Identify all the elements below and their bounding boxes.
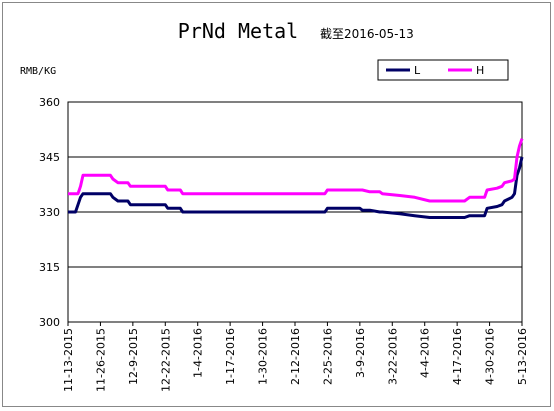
x-tick-label: 3-22-2016 xyxy=(386,328,399,385)
chart-title: PrNd Metal xyxy=(178,19,298,43)
x-tick-label: 4-30-2016 xyxy=(484,328,497,385)
series-line xyxy=(68,156,524,219)
legend-box xyxy=(377,59,509,81)
x-tick-label: 12-9-2015 xyxy=(127,328,140,385)
x-tick-label: 2-12-2016 xyxy=(289,328,302,385)
x-tick-label: 2-25-2016 xyxy=(321,328,334,385)
y-axis-label: RMB/KG xyxy=(20,66,56,77)
x-tick-label: 12-22-2015 xyxy=(159,328,172,392)
x-tick-label: 1-17-2016 xyxy=(224,328,237,385)
legend-label: L xyxy=(414,64,421,77)
x-tick-label: 1-30-2016 xyxy=(257,328,270,385)
x-tick-label: 11-26-2015 xyxy=(94,328,107,392)
x-tick-label: 4-17-2016 xyxy=(451,328,464,385)
legend-label: H xyxy=(476,64,484,77)
series-line xyxy=(68,138,524,203)
x-tick-label: 1-4-2016 xyxy=(192,328,205,378)
x-tick-label: 11-13-2015 xyxy=(62,328,75,392)
x-tick-label: 5-13-2016 xyxy=(516,328,529,385)
chart-subtitle: 截至2016-05-13 xyxy=(320,27,414,41)
y-tick-label: 360 xyxy=(39,96,60,109)
x-tick-label: 3-9-2016 xyxy=(354,328,367,378)
y-tick-label: 345 xyxy=(39,151,60,164)
y-tick-label: 300 xyxy=(39,316,60,329)
y-tick-label: 315 xyxy=(39,261,60,274)
x-tick-label: 4-4-2016 xyxy=(419,328,432,378)
y-tick-label: 330 xyxy=(39,206,60,219)
